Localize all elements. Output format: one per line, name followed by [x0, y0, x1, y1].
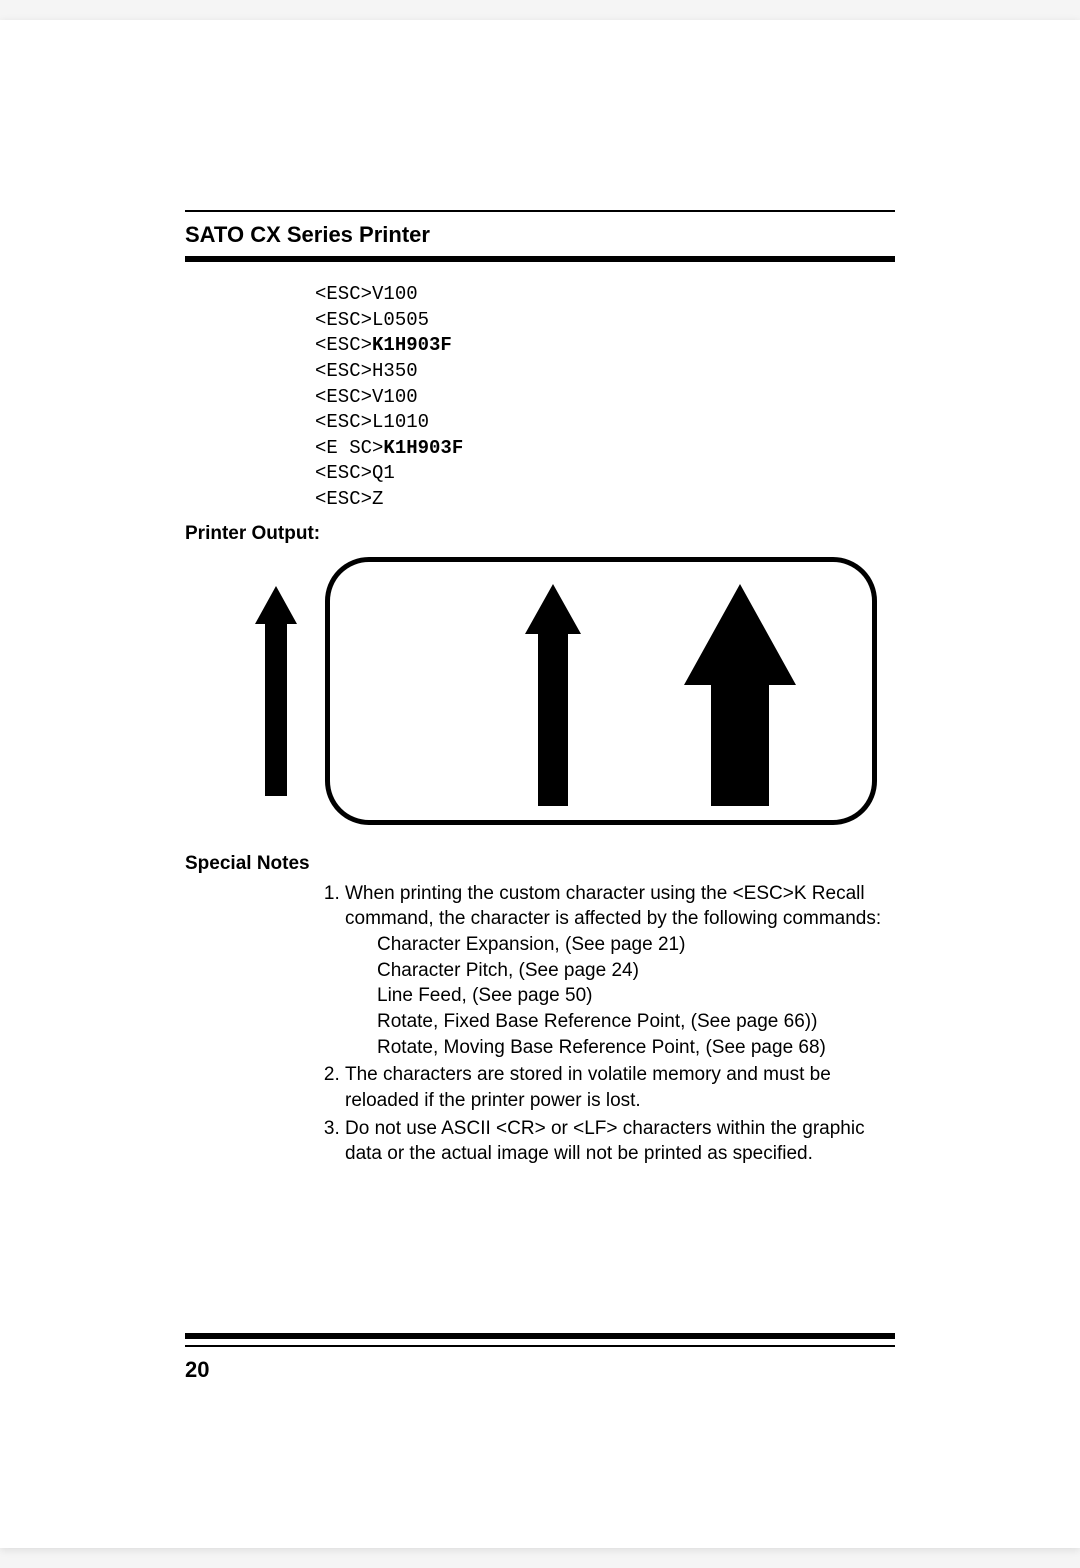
note-text: Do not use ASCII <CR> or <LF> characters…	[345, 1118, 865, 1165]
note-text: The characters are stored in volatile me…	[345, 1064, 831, 1111]
rule-thin-bottom	[185, 1345, 895, 1347]
notes-list: When printing the custom character using…	[313, 881, 895, 1167]
printer-output-figure	[255, 557, 895, 825]
up-arrow-icon	[684, 584, 796, 806]
note-subitem: Character Pitch, (See page 24)	[377, 958, 895, 984]
note-item: The characters are stored in volatile me…	[345, 1062, 895, 1113]
special-notes-label: Special Notes	[185, 853, 895, 875]
document-page: SATO CX Series Printer <ESC>V100 <ESC>L0…	[0, 20, 1080, 1548]
special-notes-section: Special Notes When printing the custom c…	[185, 853, 895, 1167]
note-item: Do not use ASCII <CR> or <LF> characters…	[345, 1116, 895, 1167]
output-box	[325, 557, 877, 825]
printer-output-label: Printer Output:	[185, 523, 895, 545]
document-title: SATO CX Series Printer	[185, 212, 895, 256]
note-item: When printing the custom character using…	[345, 881, 895, 1060]
note-subitem: Character Expansion, (See page 21)	[377, 932, 895, 958]
header-block: SATO CX Series Printer	[185, 210, 895, 262]
code-block: <ESC>V100 <ESC>L0505 <ESC>K1H903F <ESC>H…	[315, 282, 895, 513]
note-subitem: Line Feed, (See page 50)	[377, 983, 895, 1009]
footer-block: 20	[185, 1333, 895, 1383]
up-arrow-icon	[255, 586, 297, 796]
note-subitem: Rotate, Fixed Base Reference Point, (See…	[377, 1009, 895, 1035]
note-subitem: Rotate, Moving Base Reference Point, (Se…	[377, 1035, 895, 1061]
page-number: 20	[185, 1357, 895, 1383]
up-arrow-icon	[525, 584, 581, 806]
note-text: When printing the custom character using…	[345, 883, 881, 930]
rule-thick-top	[185, 256, 895, 262]
